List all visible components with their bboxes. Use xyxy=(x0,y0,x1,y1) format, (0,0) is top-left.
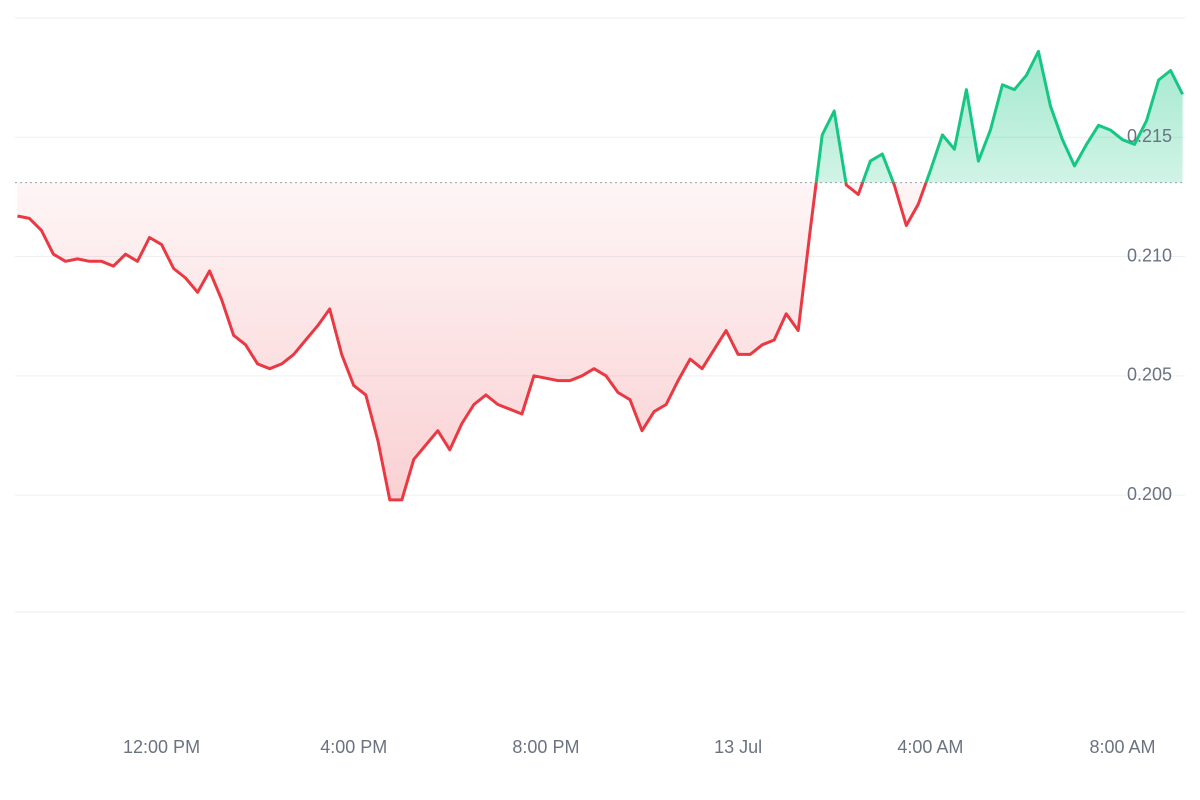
x-tick-label: 4:00 AM xyxy=(897,737,963,757)
baseline-area xyxy=(17,51,1183,500)
y-tick-label: 0.200 xyxy=(1127,484,1172,504)
x-tick-label: 8:00 PM xyxy=(512,737,579,757)
x-tick-label: 13 Jul xyxy=(714,737,762,757)
price-line xyxy=(17,49,1184,502)
y-tick-label: 0.215 xyxy=(1127,126,1172,146)
x-tick-label: 4:00 PM xyxy=(320,737,387,757)
x-tick-label: 8:00 AM xyxy=(1090,737,1156,757)
x-tick-label: 12:00 PM xyxy=(123,737,200,757)
y-tick-label: 0.210 xyxy=(1127,245,1172,265)
y-tick-label: 0.205 xyxy=(1127,365,1172,385)
